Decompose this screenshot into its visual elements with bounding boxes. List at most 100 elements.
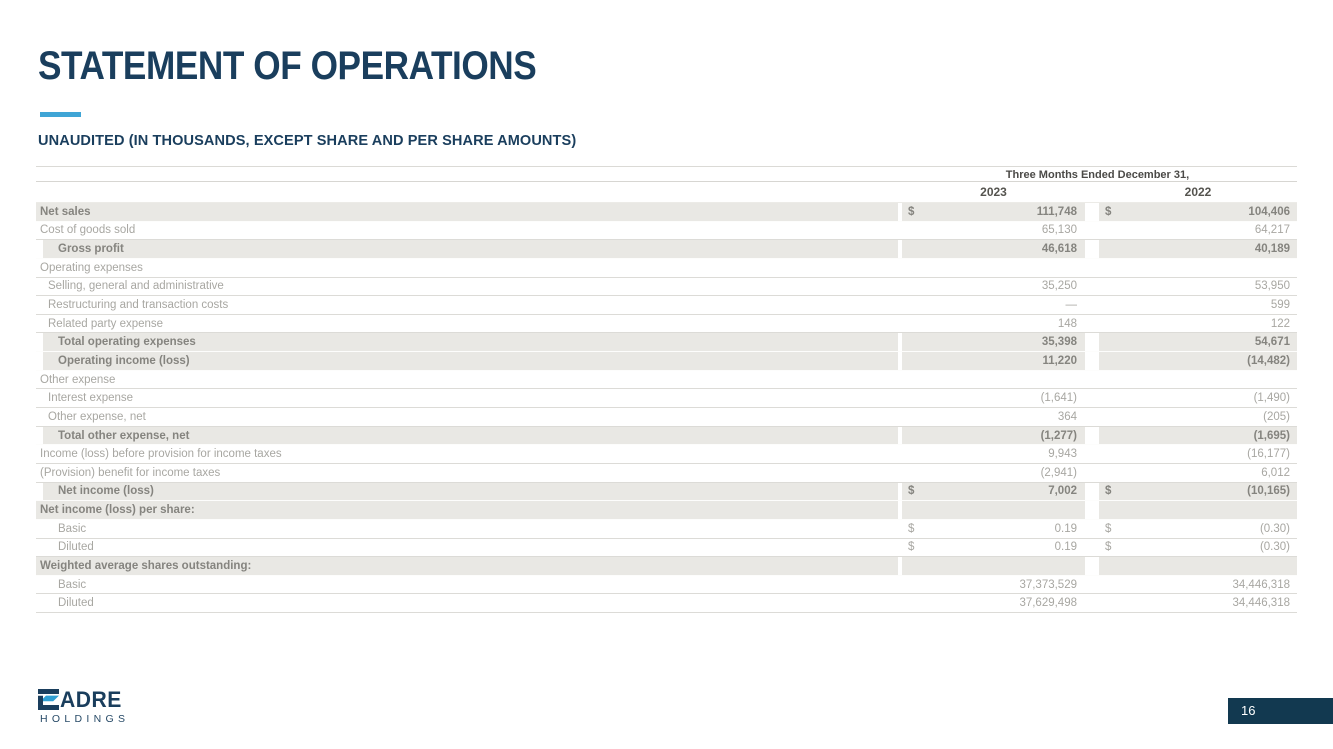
row-label: Basic: [58, 578, 87, 591]
cell-value: 35,398: [1041, 336, 1077, 349]
cell-value: 34,446,318: [1232, 597, 1290, 610]
table-row: Other expense: [36, 371, 1297, 390]
table-row: Selling, general and administrative 35,25…: [36, 278, 1297, 297]
table-row: Cost of goods sold 65,130 64,217: [36, 222, 1297, 241]
value-2023: (1,277): [902, 426, 1085, 445]
table-row: Operating expenses: [36, 259, 1297, 278]
value-2023: —: [902, 296, 1085, 314]
row-label: Net sales: [36, 203, 898, 221]
value-2022: (205): [1099, 408, 1297, 426]
currency-symbol: $: [908, 541, 915, 554]
period-header: Three Months Ended December 31,: [1005, 169, 1190, 181]
cell-value: 34,446,318: [1232, 578, 1290, 591]
cell-value: 122: [1270, 317, 1290, 330]
slide-subtitle: UNAUDITED (IN THOUSANDS, EXCEPT SHARE AN…: [38, 132, 577, 149]
cell-value: 54,671: [1254, 336, 1290, 349]
value-2023: 9,943: [902, 445, 1085, 463]
cell-value: —: [1065, 299, 1078, 312]
row-label: Other expense, net: [48, 410, 146, 423]
value-2023: 148: [902, 315, 1085, 333]
cell-value: (205): [1263, 410, 1290, 423]
value-2023: [902, 501, 1085, 519]
row-label: Operating expenses: [40, 261, 143, 274]
value-2022: [1099, 371, 1297, 389]
cell-value: 64,217: [1254, 224, 1290, 237]
row-label: Net income (loss) per share:: [36, 501, 898, 519]
value-2022: (14,482): [1099, 352, 1297, 370]
table-row: Net income (loss) $7,002 $ (10,165): [36, 482, 1297, 502]
row-label: Diluted: [58, 597, 94, 610]
value-2022: [1099, 259, 1297, 277]
row-label: Weighted average shares outstanding:: [36, 557, 898, 575]
row-label: Diluted: [58, 541, 94, 554]
currency-symbol: $: [908, 205, 915, 218]
value-2023: 35,250: [902, 278, 1085, 296]
cell-value: (1,641): [1040, 392, 1077, 405]
cell-value: 0.19: [1054, 522, 1077, 535]
table-row: Operating income (loss) 11,220 (14,482): [36, 352, 1297, 371]
table-row: Diluted 37,629,498 34,446,318: [36, 594, 1297, 614]
cell-value: (1,695): [1253, 429, 1290, 442]
table-row: Basic $0.19 $ (0.30): [36, 520, 1297, 539]
value-2023: 37,629,498: [902, 594, 1085, 612]
currency-symbol: $: [908, 522, 915, 535]
cell-value: 0.19: [1054, 541, 1077, 554]
value-2023: [902, 557, 1085, 575]
cell-value: 37,629,498: [1019, 597, 1077, 610]
table-row: Weighted average shares outstanding:: [36, 557, 1297, 576]
table-row: Gross profit 46,618 40,189: [36, 240, 1297, 259]
currency-symbol: $: [1105, 485, 1112, 498]
value-2022: [1099, 501, 1297, 519]
cell-value: 46,618: [1041, 243, 1077, 256]
value-2022: 6,012: [1099, 464, 1297, 482]
cell-value: (0.30): [1259, 522, 1290, 535]
row-label: Other expense: [40, 373, 116, 386]
cell-value: (2,941): [1040, 466, 1077, 479]
row-label: Selling, general and administrative: [48, 280, 224, 293]
value-2023: $0.19: [902, 520, 1085, 538]
cell-value: 7,002: [1048, 485, 1077, 498]
year-header-row: 2023 2022: [36, 182, 1297, 203]
cell-value: 9,943: [1048, 448, 1077, 461]
value-2023: [902, 259, 1085, 277]
row-label: Income (loss) before provision for incom…: [40, 448, 282, 461]
cell-value: 65,130: [1041, 224, 1077, 237]
cell-value: 37,373,529: [1019, 578, 1077, 591]
value-2022: $ (0.30): [1099, 539, 1297, 557]
value-2022: $ (10,165): [1099, 482, 1297, 501]
accent-divider: [40, 112, 81, 117]
cell-value: 35,250: [1041, 280, 1077, 293]
value-2022: $104,406: [1099, 203, 1297, 221]
table-row: Restructuring and transaction costs — 599: [36, 296, 1297, 315]
table-row: Related party expense 148 122: [36, 315, 1297, 334]
table-row: Total operating expenses 35,398 54,671: [36, 333, 1297, 353]
row-label: Operating income (loss): [36, 352, 898, 370]
table-body: Net sales $111,748 $104,406 Cost of goods s…: [36, 203, 1297, 614]
cell-value: 364: [1057, 410, 1077, 423]
cell-value: 11,220: [1042, 354, 1077, 367]
cadre-logo-icon: [38, 689, 59, 710]
value-2022: 34,446,318: [1099, 576, 1297, 594]
row-label: Basic: [58, 522, 87, 535]
value-2022: 40,189: [1099, 240, 1297, 258]
value-2023: (1,641): [902, 389, 1085, 407]
cell-value: (10,165): [1247, 485, 1290, 498]
statement-table: Three Months Ended December 31, 2023 202…: [36, 166, 1297, 614]
table-row: Basic 37,373,529 34,446,318: [36, 576, 1297, 595]
year-column-2022: 2022: [1184, 185, 1212, 199]
cell-value: (16,177): [1247, 448, 1290, 461]
table-row: Interest expense (1,641) (1,490): [36, 389, 1297, 409]
row-label: Restructuring and transaction costs: [48, 299, 229, 312]
table-row: Total other expense, net (1,277) (1,695): [36, 426, 1297, 446]
cell-value: (1,277): [1040, 429, 1077, 442]
row-label: Cost of goods sold: [40, 224, 136, 237]
cell-value: 53,950: [1254, 280, 1290, 293]
value-2022: (1,695): [1099, 426, 1297, 445]
value-2022: 34,446,318: [1099, 594, 1297, 612]
logo-wordmark: ADRE: [60, 687, 122, 712]
table-row: Net sales $111,748 $104,406: [36, 203, 1297, 222]
cell-value: 6,012: [1261, 466, 1290, 479]
currency-symbol: $: [1105, 522, 1112, 535]
period-header-row: Three Months Ended December 31,: [36, 166, 1297, 182]
